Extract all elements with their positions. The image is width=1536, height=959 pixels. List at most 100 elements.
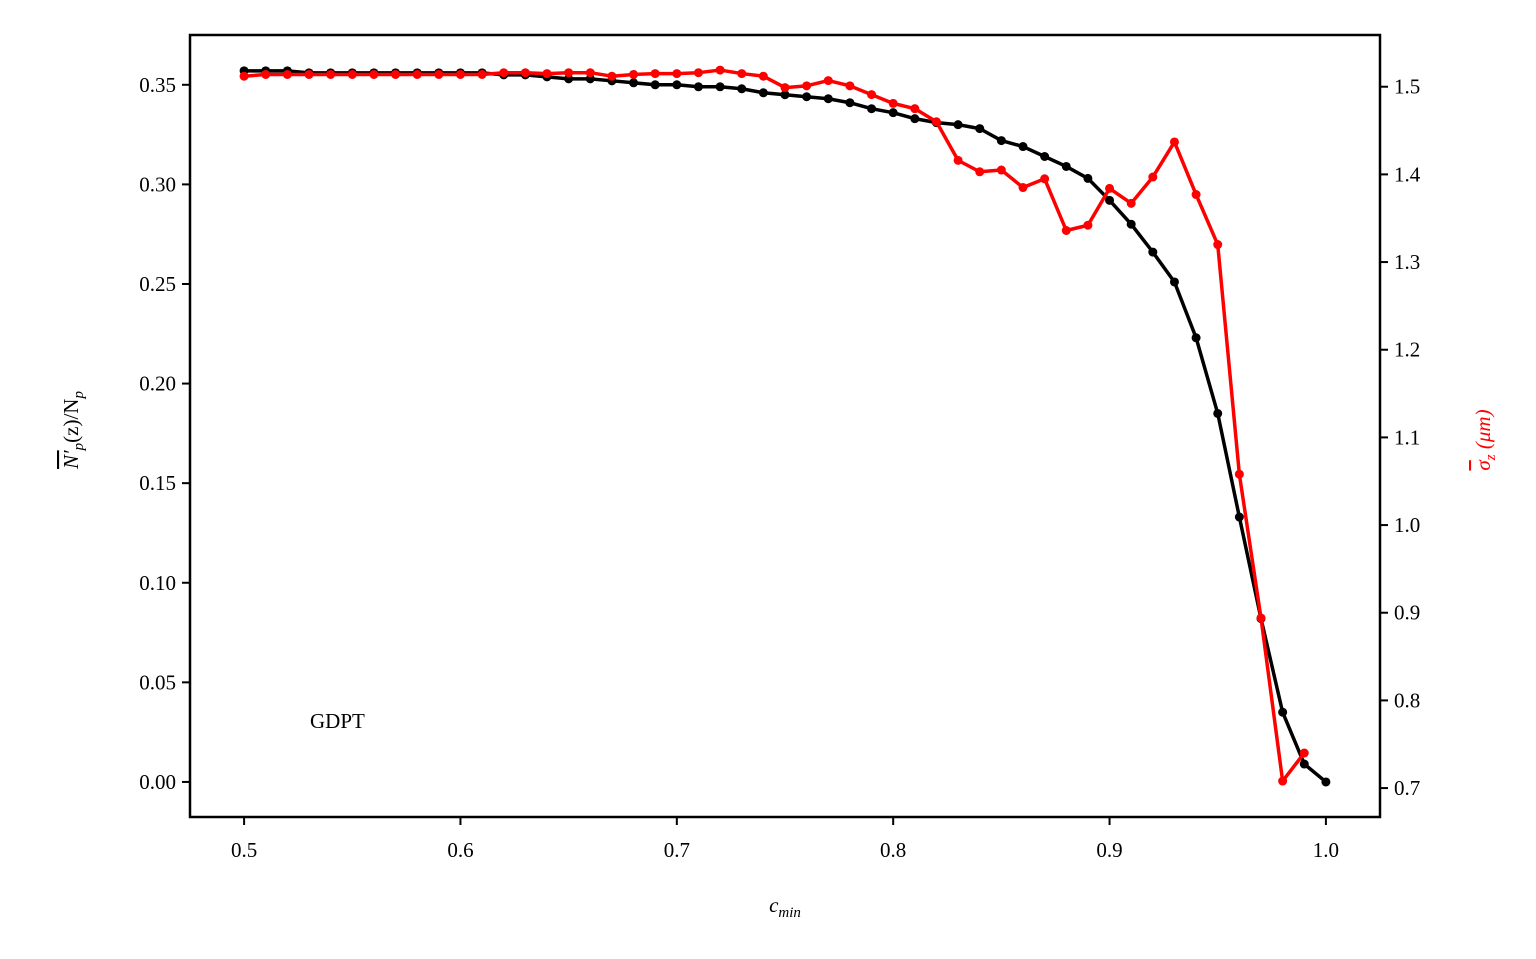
point: [477, 69, 487, 79]
point: [737, 84, 747, 94]
y-tick-label: 0.10: [139, 571, 176, 595]
y2-label-part: σ: [1471, 459, 1495, 471]
point: [1126, 198, 1136, 208]
point: [1321, 777, 1331, 787]
point: [845, 98, 855, 108]
point: [758, 88, 768, 98]
point: [1213, 408, 1223, 418]
y-tick-label: 0.00: [139, 770, 176, 794]
point: [650, 80, 660, 90]
x-tick-label: 0.8: [880, 838, 906, 862]
x-axis-label: cmin: [769, 893, 801, 921]
point: [629, 69, 639, 79]
point: [1083, 220, 1093, 230]
point: [910, 104, 920, 114]
point: [564, 68, 574, 78]
y2-tick-label: 0.8: [1394, 688, 1420, 712]
point: [607, 71, 617, 81]
y2-tick-label: 1.5: [1394, 75, 1420, 99]
y2-tick-label: 0.9: [1394, 601, 1420, 625]
x-tick-label: 0.9: [1096, 838, 1122, 862]
y-tick-label: 0.25: [139, 272, 176, 296]
point: [499, 68, 509, 78]
x-label-sub: min: [778, 905, 801, 921]
point: [542, 69, 552, 79]
plot-frame: [188, 33, 1382, 819]
y2-tick-label: 1.0: [1394, 513, 1420, 537]
point: [369, 69, 379, 79]
point: [931, 117, 941, 127]
point: [780, 90, 790, 100]
y-tick-label: 0.15: [139, 471, 176, 495]
point: [693, 68, 703, 78]
point: [1191, 190, 1201, 200]
point: [1234, 469, 1244, 479]
point: [1105, 183, 1115, 193]
y2-tick-label: 1.2: [1394, 338, 1420, 362]
point: [758, 71, 768, 81]
point: [953, 155, 963, 165]
x-label-base: c: [769, 893, 779, 917]
series-line: [244, 69, 1328, 784]
point: [1040, 152, 1050, 162]
point: [1018, 183, 1028, 193]
y-tick-label: 0.35: [139, 73, 176, 97]
point: [455, 69, 465, 79]
x-tick-label: 0.7: [664, 838, 690, 862]
point: [1018, 142, 1028, 152]
point: [650, 69, 660, 79]
point: [629, 78, 639, 88]
point: [1169, 277, 1179, 287]
y-label-part: p: [71, 391, 87, 400]
point: [1148, 247, 1158, 257]
point: [996, 136, 1006, 146]
point: [1278, 707, 1288, 717]
point: [1256, 613, 1266, 623]
x-tick-label: 1.0: [1313, 838, 1339, 862]
point: [434, 69, 444, 79]
y-axis-label: N′p(z)/Np: [59, 391, 87, 470]
point: [715, 65, 725, 75]
y2-label-part: (μm): [1471, 409, 1495, 454]
point: [412, 69, 422, 79]
point: [585, 68, 595, 78]
point: [845, 81, 855, 91]
point: [823, 76, 833, 86]
y2-tick-label: 1.1: [1394, 425, 1420, 449]
point: [888, 108, 898, 118]
point: [1040, 174, 1050, 184]
y2-tick-label: 1.4: [1394, 162, 1421, 186]
point: [1126, 219, 1136, 229]
point: [1061, 161, 1071, 171]
point: [347, 69, 357, 79]
annotation: GDPT: [310, 709, 365, 733]
point: [1083, 173, 1093, 183]
point: [867, 104, 877, 114]
point: [261, 69, 271, 79]
point: [1169, 137, 1179, 147]
point: [304, 69, 314, 79]
point: [1191, 333, 1201, 343]
point: [1148, 172, 1158, 182]
point: [282, 69, 292, 79]
y-label-part: (z)/N: [59, 399, 83, 443]
point: [737, 69, 747, 79]
y2-label-part: z: [1483, 454, 1499, 461]
x-tick-label: 0.6: [447, 838, 473, 862]
point: [1213, 240, 1223, 250]
y-tick-label: 0.30: [139, 172, 176, 196]
point: [1061, 226, 1071, 235]
point: [715, 82, 725, 92]
point: [1299, 748, 1309, 758]
point: [996, 165, 1006, 175]
point: [780, 83, 790, 93]
y2-axis-label: σz (μm): [1471, 409, 1499, 470]
y-tick-label: 0.05: [139, 670, 176, 694]
series-line: [243, 68, 1306, 783]
point: [910, 114, 920, 124]
point: [520, 68, 530, 78]
point: [802, 92, 812, 102]
y-label-part: N′: [59, 450, 83, 470]
y2-tick-label: 0.7: [1394, 776, 1420, 800]
